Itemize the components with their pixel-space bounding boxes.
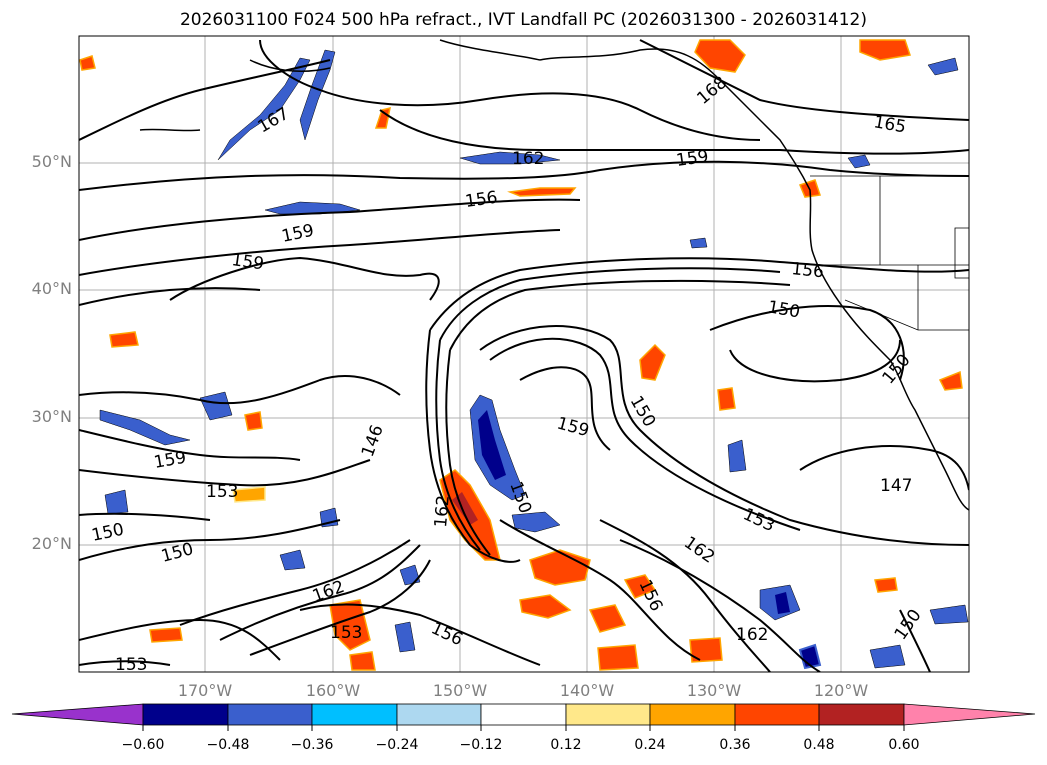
lat-label-40n: 40°N <box>31 279 72 298</box>
colorbar-bin <box>227 703 313 726</box>
colorbar-tick-label: 0.24 <box>634 737 666 753</box>
contour-label: 156 <box>790 259 824 282</box>
contour-label: 159 <box>675 147 710 171</box>
political-borders <box>810 175 969 331</box>
colorbar-tick-label: 0.36 <box>719 737 751 753</box>
contour-label: 162 <box>736 625 768 645</box>
refractivity-contours <box>79 39 969 672</box>
lon-label-120w: 120°W <box>813 681 869 700</box>
contour-label: 162 <box>512 149 544 169</box>
contour-label: 153 <box>206 482 238 502</box>
colorbar-bin <box>311 703 398 726</box>
lat-label-20n: 20°N <box>31 534 72 553</box>
colorbar-tick-label: −0.36 <box>290 737 334 753</box>
lon-label-140w: 140°W <box>559 681 615 700</box>
contour-label: 153 <box>115 655 147 675</box>
contour-label: 162 <box>431 494 454 528</box>
lon-label-150w: 150°W <box>432 681 488 700</box>
lat-label-30n: 30°N <box>31 407 72 426</box>
lon-label-130w: 130°W <box>686 681 742 700</box>
map-panel <box>79 36 969 672</box>
colorbar-bin <box>480 703 567 726</box>
colorbar-extend-low <box>11 703 144 726</box>
colorbar-bin <box>142 703 229 726</box>
lat-label-50n: 50°N <box>31 152 72 171</box>
colorbar-tick-label: −0.48 <box>206 737 250 753</box>
lon-label-170w: 170°W <box>177 681 233 700</box>
colorbar-tick-label: 0.48 <box>803 737 835 753</box>
anomaly-fills <box>79 39 969 671</box>
colorbar <box>11 703 1036 731</box>
colorbar-tick-label: −0.24 <box>375 737 419 753</box>
colorbar-bin <box>396 703 482 726</box>
contour-label: 147 <box>880 476 912 496</box>
colorbar-extend-high <box>903 703 1036 726</box>
lon-label-160w: 160°W <box>305 681 361 700</box>
contour-label: 153 <box>330 623 362 643</box>
colorbar-bin <box>565 703 651 726</box>
colorbar-tick-label: 0.12 <box>550 737 582 753</box>
colorbar-bin <box>818 703 905 726</box>
colorbar-tick-label: −0.12 <box>459 737 503 753</box>
colorbar-tick-label: 0.60 <box>888 737 920 753</box>
map-frame <box>78 35 970 673</box>
colorbar-tick-label: −0.60 <box>121 737 165 753</box>
plot-title: 2026031100 F024 500 hPa refract., IVT La… <box>179 10 867 30</box>
contour-label: 156 <box>464 188 499 212</box>
coastlines <box>139 39 969 511</box>
colorbar-bin <box>734 703 820 726</box>
contour-label: 159 <box>230 250 265 274</box>
colorbar-bin <box>649 703 736 726</box>
